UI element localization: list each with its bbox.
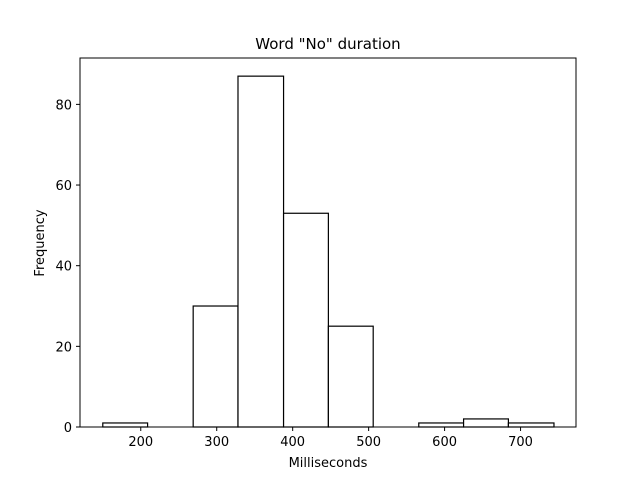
x-tick-label: 500 [356, 435, 381, 450]
bars-group [102, 75, 555, 428]
plot-frame [79, 57, 577, 428]
y-axis-label: Frequency [33, 209, 48, 276]
x-tick-label: 700 [508, 435, 533, 450]
x-axis-ticks: 200 300 400 500 600 700 [128, 427, 533, 450]
y-tick-label: 0 [64, 421, 72, 436]
histogram-bar [192, 305, 239, 428]
y-tick-label: 40 [55, 260, 72, 275]
y-tick-label: 60 [55, 179, 72, 194]
histogram-bar [327, 325, 374, 428]
histogram-bar [102, 422, 149, 428]
chart-title: Word "No" duration [255, 35, 400, 53]
y-tick-label: 20 [55, 340, 72, 355]
histogram-bar [418, 422, 465, 428]
histogram-bar [507, 422, 555, 428]
x-tick-label: 400 [280, 435, 305, 450]
x-tick-label: 600 [432, 435, 457, 450]
histogram-bar [237, 75, 285, 428]
x-axis-label: Milliseconds [289, 456, 368, 471]
histogram-bar [462, 418, 509, 428]
histogram-bar [282, 212, 329, 428]
x-tick-label: 200 [128, 435, 153, 450]
y-tick-label: 80 [55, 98, 72, 113]
x-tick-label: 300 [204, 435, 229, 450]
y-axis-ticks: 0 20 40 60 80 [55, 98, 80, 436]
